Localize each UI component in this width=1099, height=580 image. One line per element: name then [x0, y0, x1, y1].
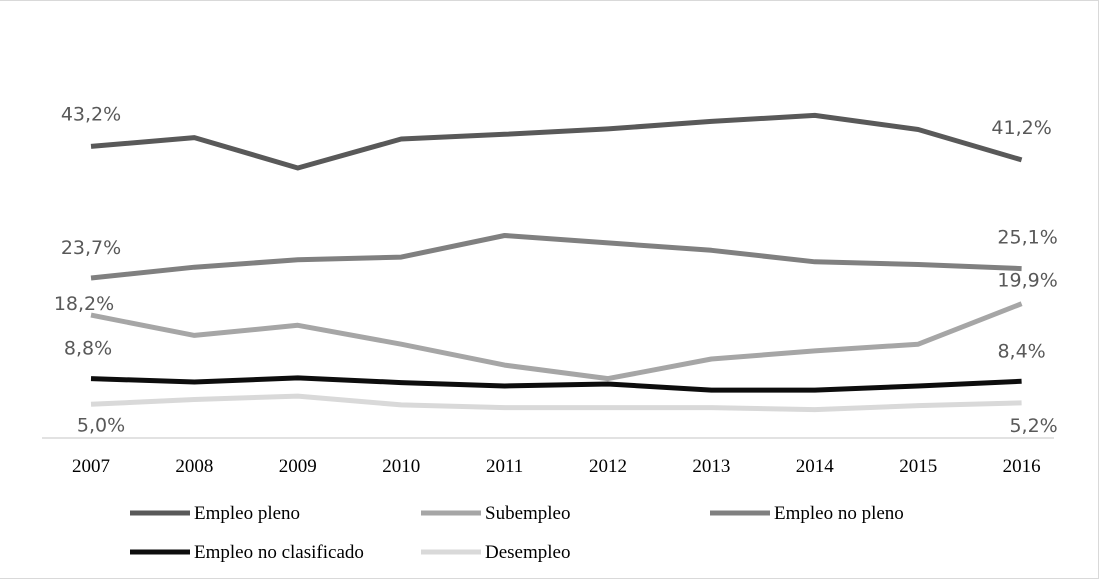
series-line-empleo-no-clasificado [90, 375, 1022, 393]
data-label-subempleo-2007: 18,2% [54, 293, 114, 315]
data-labels: 43,2% 41,2% 18,2% 19,9% 23,7% 25,1% 8,8% 8,4% 5,… [54, 103, 1058, 437]
data-label-empleo-no-clasificado-2016: 8,4% [997, 340, 1045, 362]
data-label-desempleo-2007: 5,0% [77, 414, 125, 436]
series-line-empleo-pleno [90, 112, 1023, 171]
legend-item-empleo-pleno: Empleo pleno [130, 503, 300, 524]
x-tick-label-2012: 2012 [589, 456, 627, 477]
legend-label-empleo-no-pleno: Empleo no pleno [774, 503, 904, 524]
legend-label-subempleo: Subempleo [485, 503, 571, 524]
x-tick-label-2014: 2014 [796, 456, 835, 477]
x-tick-label-2008: 2008 [175, 456, 213, 477]
data-label-empleo-no-clasificado-2007: 8,8% [64, 338, 112, 360]
legend-label-empleo-no-clasificado: Empleo no clasificado [194, 542, 364, 563]
x-tick-label-2011: 2011 [486, 456, 523, 477]
series-lines [90, 112, 1023, 413]
legend-label-desempleo: Desempleo [485, 542, 570, 563]
x-tick-label-2015: 2015 [899, 456, 937, 477]
data-label-desempleo-2016: 5,2% [1009, 415, 1057, 437]
legend-label-empleo-pleno: Empleo pleno [194, 503, 300, 524]
legend: Empleo pleno Subempleo Empleo no pleno Empl… [130, 503, 904, 563]
legend-item-empleo-no-clasificado: Empleo no clasificado [130, 542, 364, 563]
x-tick-label-2007: 2007 [72, 456, 110, 477]
x-tick-label-2009: 2009 [279, 456, 317, 477]
x-tick-label-2010: 2010 [382, 456, 420, 477]
series-line-desempleo [90, 393, 1022, 413]
x-tick-label-2013: 2013 [692, 456, 730, 477]
x-tick-label-2016: 2016 [1003, 456, 1041, 477]
legend-item-empleo-no-pleno: Empleo no pleno [710, 503, 904, 524]
data-label-empleo-pleno-2007: 43,2% [61, 103, 121, 125]
legend-item-subempleo: Subempleo [421, 503, 571, 524]
data-label-subempleo-2016: 19,9% [997, 270, 1057, 292]
data-label-empleo-no-pleno-2007: 23,7% [61, 237, 121, 259]
data-label-empleo-no-pleno-2016: 25,1% [997, 227, 1057, 249]
series-line-empleo-no-pleno [90, 233, 1022, 281]
series-line-subempleo [90, 301, 1023, 382]
x-axis-ticks: 2007 2008 2009 2010 2011 2012 2013 2014 2015 2016 [72, 456, 1041, 477]
data-label-empleo-pleno-2016: 41,2% [991, 117, 1051, 139]
legend-item-desempleo: Desempleo [421, 542, 570, 563]
